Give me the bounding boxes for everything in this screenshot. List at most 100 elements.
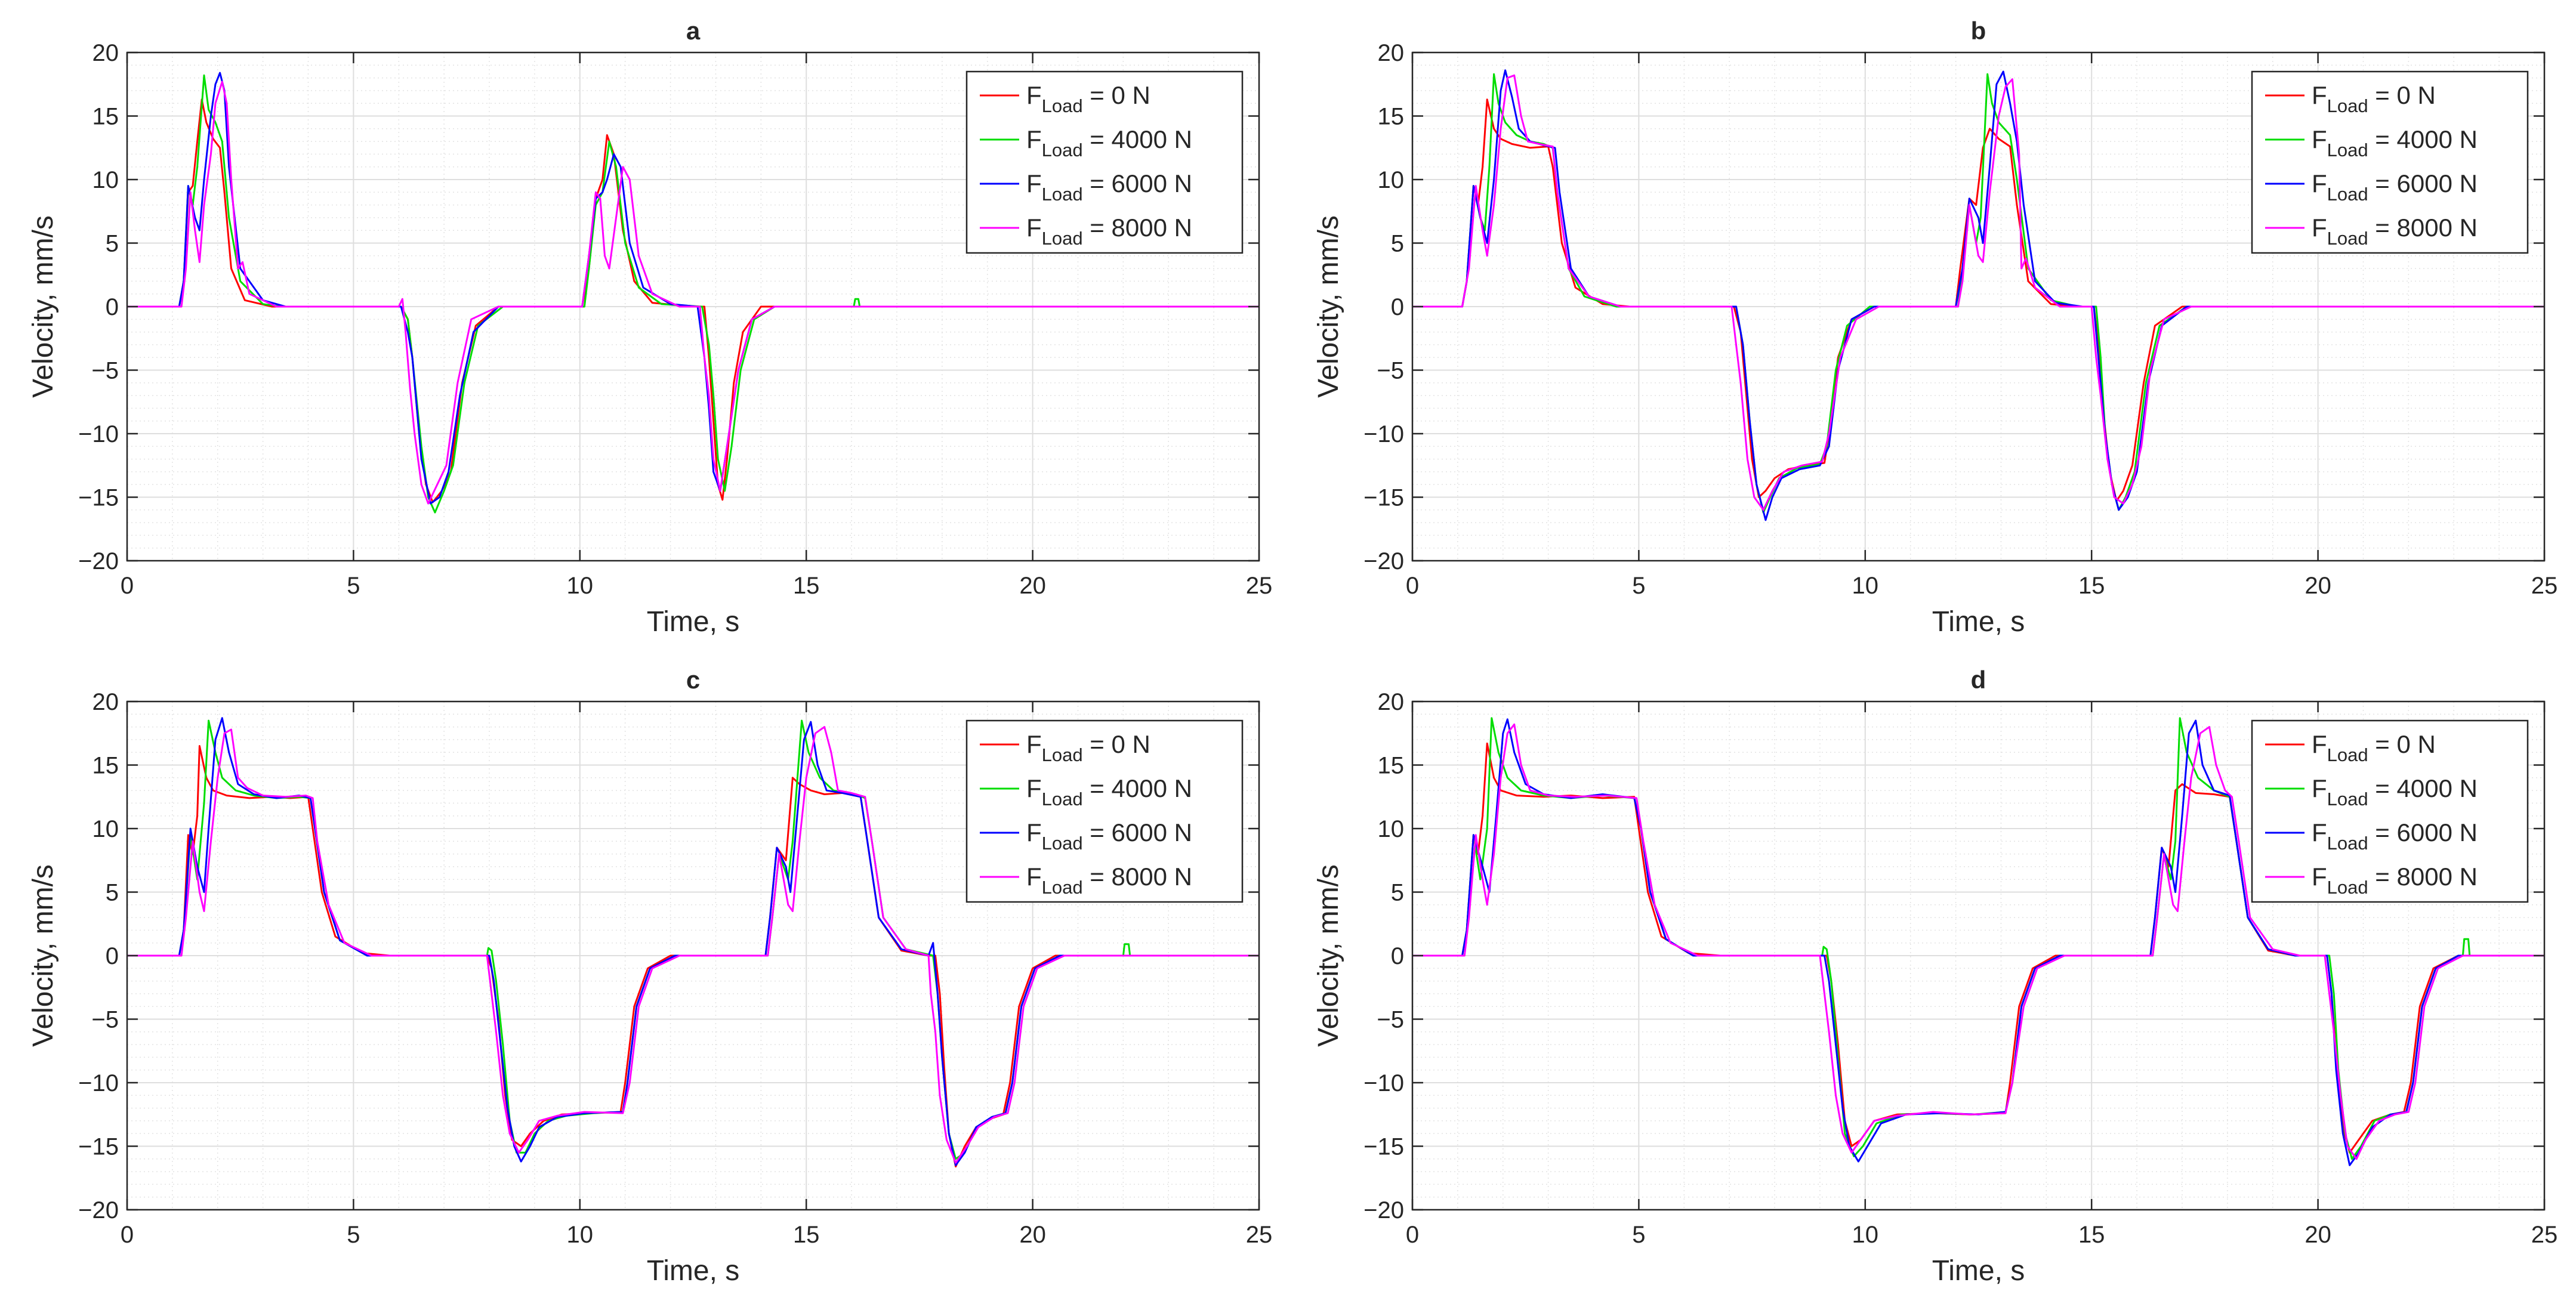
minor-grid [127, 52, 1259, 561]
legend-entry: FLoad = 6000 N [1026, 818, 1192, 854]
legend-entry: FLoad = 6000 N [1026, 169, 1192, 205]
panel-title: d [1971, 666, 1986, 694]
legend-suffix: = 6000 N [1083, 818, 1192, 846]
legend-prefix: F [1026, 863, 1042, 891]
legend-entry: FLoad = 4000 N [1026, 774, 1192, 809]
y-tick-label: −20 [78, 548, 119, 574]
y-tick-label: 0 [1391, 294, 1404, 320]
legend-subscript: Load [1042, 228, 1083, 249]
legend-entry: FLoad = 8000 N [2312, 863, 2478, 898]
legend-subscript: Load [2327, 140, 2368, 160]
panel-title: b [1971, 17, 1986, 45]
x-axis-label: Time, s [1932, 1255, 2025, 1287]
series-group [1412, 717, 2544, 1166]
legend-entry: FLoad = 4000 N [2312, 125, 2478, 160]
series-group [127, 72, 1259, 514]
legend-prefix: F [2312, 730, 2327, 758]
x-tick-label: 15 [2078, 573, 2105, 599]
y-tick-label: 5 [106, 231, 119, 257]
x-tick-label: 20 [2304, 573, 2331, 599]
x-axis-label: Time, s [647, 1255, 740, 1287]
y-tick-label: 5 [1391, 880, 1404, 906]
y-tick-label: 0 [1391, 943, 1404, 969]
y-tick-label: −15 [78, 1134, 119, 1160]
series-line-3 [127, 81, 1259, 505]
legend-prefix: F [1026, 818, 1042, 846]
panel-title: a [686, 17, 701, 45]
y-axis-label: Velocity, mm/s [1313, 215, 1344, 398]
y-tick-label: 20 [92, 689, 119, 715]
y-tick-label: −5 [1377, 358, 1404, 384]
y-tick-label: −10 [1363, 1070, 1404, 1096]
y-tick-label: 10 [1378, 816, 1405, 842]
legend-subscript: Load [1042, 95, 1083, 116]
x-tick-label: 25 [1246, 1222, 1273, 1248]
x-tick-label: 10 [1852, 1222, 1879, 1248]
y-tick-label: −15 [78, 485, 119, 511]
legend-prefix: F [1026, 730, 1042, 758]
y-tick-label: −10 [78, 1070, 119, 1096]
legend-subscript: Load [1042, 877, 1083, 898]
y-axis-label: Velocity, mm/s [27, 215, 59, 398]
legend-suffix: = 8000 N [2368, 214, 2478, 242]
legend-suffix: = 4000 N [1083, 774, 1192, 802]
legend-suffix: = 4000 N [2368, 774, 2478, 802]
x-tick-label: 15 [793, 1222, 820, 1248]
series-line-3 [127, 726, 1259, 1164]
legend-suffix: = 8000 N [1083, 214, 1192, 242]
legend-prefix: F [2312, 214, 2327, 242]
legend-subscript: Load [1042, 833, 1083, 854]
legend-suffix: = 4000 N [2368, 125, 2478, 153]
y-tick-label: 15 [1378, 104, 1405, 130]
x-axis-label: Time, s [1932, 606, 2025, 638]
panel-c: 0 5 10 15 20 25 20 15 10 5 0 −5 −10 −15 −20 c Time, s Vel… [27, 666, 1272, 1287]
legend-suffix: = 8000 N [1083, 863, 1192, 891]
legend-entry: FLoad = 0 N [1026, 730, 1150, 765]
y-tick-label: −5 [1377, 1007, 1404, 1033]
series-line-2 [127, 717, 1259, 1166]
legend-subscript: Load [1042, 744, 1083, 765]
legend-prefix: F [1026, 774, 1042, 802]
legend-prefix: F [2312, 125, 2327, 153]
legend-entry: FLoad = 0 N [2312, 81, 2436, 116]
legend-entry: FLoad = 8000 N [1026, 214, 1192, 249]
x-tick-label: 0 [121, 573, 134, 599]
panel-a: 0 5 10 15 20 25 20 15 10 5 0 −5 −10 −15 −20 a Time, s Vel… [27, 17, 1272, 638]
x-tick-label: 0 [121, 1222, 134, 1248]
y-tick-label: 20 [1378, 689, 1405, 715]
legend-suffix: = 0 N [1083, 81, 1150, 109]
legend-subscript: Load [2327, 228, 2368, 249]
y-tick-label: −10 [78, 421, 119, 447]
x-tick-label: 0 [1406, 573, 1419, 599]
y-axis-label: Velocity, mm/s [27, 864, 59, 1047]
minor-grid [127, 702, 1259, 1210]
legend-subscript: Load [2327, 877, 2368, 898]
legend-entry: FLoad = 6000 N [2312, 818, 2478, 854]
y-tick-label: 20 [92, 40, 119, 66]
legend-prefix: F [1026, 81, 1042, 109]
legend-prefix: F [2312, 81, 2327, 109]
legend-suffix: = 0 N [2368, 730, 2436, 758]
x-tick-label: 20 [1019, 573, 1046, 599]
x-tick-label: 25 [2531, 573, 2558, 599]
y-tick-label: 20 [1378, 40, 1405, 66]
minor-grid [1412, 702, 2544, 1210]
x-tick-label: 5 [347, 1222, 360, 1248]
x-tick-label: 5 [1632, 573, 1645, 599]
legend-entry: FLoad = 0 N [1026, 81, 1150, 116]
legend-subscript: Load [1042, 140, 1083, 160]
series-line-2 [1412, 718, 2544, 1166]
y-tick-label: −20 [78, 1197, 119, 1223]
y-tick-label: 10 [92, 816, 119, 842]
legend-subscript: Load [2327, 833, 2368, 854]
y-tick-label: 15 [1378, 753, 1405, 779]
legend-entry: FLoad = 6000 N [2312, 169, 2478, 205]
ticks [1411, 51, 2546, 562]
legend-suffix: = 4000 N [1083, 125, 1192, 153]
ticks [126, 51, 1260, 562]
legend-subscript: Load [2327, 95, 2368, 116]
